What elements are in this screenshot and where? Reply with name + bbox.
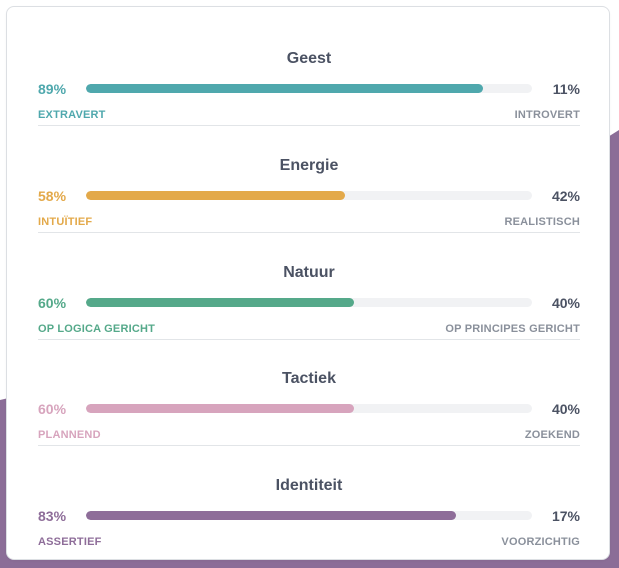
trait-bar-track [86,511,532,520]
left-pole-label: EXTRAVERT [38,109,106,121]
left-percentage: 60% [38,295,67,311]
trait-energie: Energie 58% 42% INTUÏTIEF REALISTISCH [38,127,580,233]
left-pole-label: ASSERTIEF [38,536,102,548]
trait-bar-fill [86,84,483,93]
left-percentage: 60% [38,401,67,417]
trait-identiteit: Identiteit 83% 17% ASSERTIEF VOORZICHTIG [38,447,580,553]
trait-bar-fill [86,298,354,307]
right-pole-label: VOORZICHTIG [501,536,580,548]
trait-title: Natuur [283,264,335,281]
trait-bar-track [86,84,532,93]
trait-geest: Geest 89% 11% EXTRAVERT INTROVERT [38,20,580,126]
trait-bar-fill [86,404,354,413]
trait-title: Tactiek [282,370,336,387]
personality-traits-card: Geest 89% 11% EXTRAVERT INTROVERT Energi… [6,6,610,560]
right-percentage: 40% [551,295,580,311]
right-percentage: 17% [551,508,580,524]
trait-title: Geest [286,50,332,67]
trait-bar-track [86,191,532,200]
trait-bar-fill [86,511,457,520]
trait-bar-fill [86,191,345,200]
trait-title: Energie [279,157,339,174]
trait-natuur: Natuur 60% 40% OP LOGICA GERICHT OP PRIN… [38,234,580,340]
trait-tactiek: Tactiek 60% 40% PLANNEND ZOEKEND [38,340,580,446]
left-pole-label: PLANNEND [38,429,101,441]
right-percentage: 40% [551,401,580,417]
trait-bar-track [86,298,532,307]
left-pole-label: INTUÏTIEF [38,216,93,228]
left-percentage: 58% [38,188,67,204]
right-pole-label: INTROVERT [514,109,580,121]
left-pole-label: OP LOGICA GERICHT [38,323,156,335]
right-pole-label: REALISTISCH [504,216,580,228]
right-pole-label: ZOEKEND [524,429,580,441]
left-percentage: 89% [38,81,67,97]
right-pole-label: OP PRINCIPES GERICHT [445,323,580,335]
left-percentage: 83% [38,508,67,524]
right-percentage: 11% [552,81,580,97]
trait-bar-track [86,404,532,413]
right-percentage: 42% [551,188,580,204]
trait-title: Identiteit [275,477,343,494]
